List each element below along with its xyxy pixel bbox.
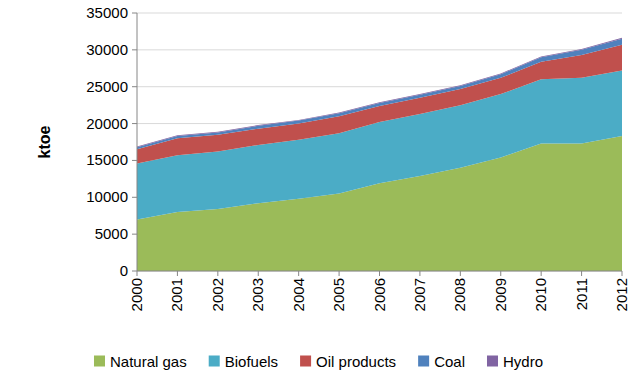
y-tick <box>132 234 137 235</box>
x-tick-label: 2010 <box>532 278 549 311</box>
x-tick <box>379 271 380 276</box>
y-tick <box>132 86 137 87</box>
x-tick-label: 2004 <box>290 278 307 311</box>
x-tick <box>460 271 461 276</box>
y-tick <box>132 160 137 161</box>
y-tick-label: 30000 <box>86 41 128 58</box>
x-tick-label: 2012 <box>613 278 630 311</box>
grid-line <box>137 13 622 14</box>
y-tick <box>132 271 137 272</box>
y-tick <box>132 49 137 50</box>
legend-swatch <box>209 356 220 367</box>
y-tick <box>132 123 137 124</box>
legend-swatch <box>487 356 498 367</box>
y-tick-label: 15000 <box>86 151 128 168</box>
areas <box>137 38 622 271</box>
legend-label: Hydro <box>503 353 543 370</box>
x-tick-label: 2002 <box>209 278 226 311</box>
y-tick-label: 25000 <box>86 78 128 95</box>
x-tick-label: 2003 <box>249 278 266 311</box>
y-tick-label: 5000 <box>95 225 128 242</box>
y-tick-label: 10000 <box>86 188 128 205</box>
y-tick-label: 20000 <box>86 115 128 132</box>
legend-swatch <box>418 356 429 367</box>
x-tick <box>137 271 138 276</box>
legend-swatch <box>94 356 105 367</box>
chart: 0 5000 10000 15000 20000 25000 30000 35000 2000 2… <box>0 0 637 392</box>
x-tick <box>622 271 623 276</box>
legend-swatch <box>300 356 311 367</box>
x-tick <box>581 271 582 276</box>
x-tick <box>419 271 420 276</box>
y-axis-label: ktoe <box>36 125 53 158</box>
y-tick <box>132 197 137 198</box>
x-tick <box>541 271 542 276</box>
x-tick <box>339 271 340 276</box>
x-tick-label: 2001 <box>168 278 185 311</box>
x-tick-label: 2009 <box>492 278 509 311</box>
legend-label: Oil products <box>316 353 396 370</box>
x-tick <box>217 271 218 276</box>
legend-label: Biofuels <box>225 353 278 370</box>
x-tick-label: 2007 <box>411 278 428 311</box>
y-tick-label: 0 <box>120 262 128 279</box>
x-tick-label: 2005 <box>330 278 347 311</box>
x-tick-label: 2008 <box>451 278 468 311</box>
y-axis <box>137 13 138 271</box>
legend-label: Natural gas <box>110 353 187 370</box>
x-tick-label: 2000 <box>128 278 145 311</box>
x-tick <box>177 271 178 276</box>
legend-label: Coal <box>434 353 465 370</box>
x-tick <box>258 271 259 276</box>
x-tick-label: 2011 <box>573 278 590 310</box>
x-tick-label: 2006 <box>371 278 388 311</box>
legend: Natural gas Biofuels Oil products Coal Hydro <box>94 353 543 370</box>
y-tick-label: 35000 <box>86 4 128 21</box>
y-tick <box>132 13 137 14</box>
grid-line <box>137 49 622 50</box>
x-tick <box>500 271 501 276</box>
area <box>137 38 622 147</box>
x-tick <box>298 271 299 276</box>
